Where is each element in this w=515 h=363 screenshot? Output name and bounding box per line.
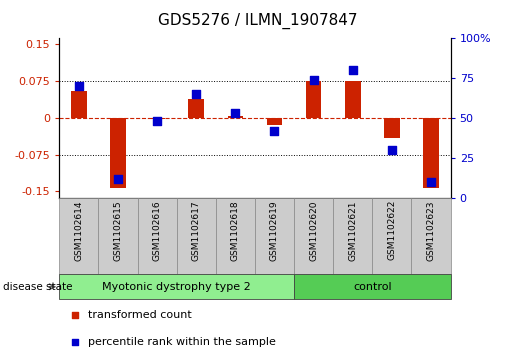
Point	[75, 83, 83, 89]
Point	[310, 77, 318, 82]
Text: GSM1102614: GSM1102614	[74, 200, 83, 261]
Text: GSM1102616: GSM1102616	[152, 200, 162, 261]
Bar	[188, 99, 204, 118]
Bar	[294, 198, 333, 274]
Point	[270, 128, 279, 134]
Bar	[149, 118, 165, 119]
Bar	[71, 91, 87, 118]
Text: disease state: disease state	[3, 282, 72, 292]
Bar	[345, 81, 360, 118]
Bar	[267, 118, 282, 125]
Text: GSM1102623: GSM1102623	[426, 200, 436, 261]
Bar	[255, 198, 294, 274]
Bar	[333, 198, 372, 274]
Bar	[384, 118, 400, 138]
Point	[114, 176, 122, 182]
Bar	[411, 198, 451, 274]
Point	[427, 179, 435, 185]
Point	[71, 339, 79, 344]
Bar	[306, 81, 321, 118]
Text: percentile rank within the sample: percentile rank within the sample	[88, 337, 276, 347]
Text: Myotonic dystrophy type 2: Myotonic dystrophy type 2	[102, 282, 251, 292]
Text: GSM1102615: GSM1102615	[113, 200, 123, 261]
Bar	[294, 274, 451, 299]
Bar	[138, 198, 177, 274]
Bar	[59, 274, 294, 299]
Text: GSM1102617: GSM1102617	[192, 200, 201, 261]
Text: GSM1102618: GSM1102618	[231, 200, 240, 261]
Text: GSM1102620: GSM1102620	[309, 200, 318, 261]
Text: GSM1102622: GSM1102622	[387, 200, 397, 261]
Bar	[177, 198, 216, 274]
Bar	[216, 198, 255, 274]
Text: transformed count: transformed count	[88, 310, 192, 320]
Text: GSM1102619: GSM1102619	[270, 200, 279, 261]
Bar	[423, 118, 439, 188]
Point	[71, 313, 79, 318]
Point	[349, 67, 357, 73]
Bar	[372, 198, 411, 274]
Text: control: control	[353, 282, 392, 292]
Point	[388, 147, 396, 153]
Text: GDS5276 / ILMN_1907847: GDS5276 / ILMN_1907847	[158, 13, 357, 29]
Bar	[59, 198, 98, 274]
Bar	[110, 118, 126, 188]
Text: GSM1102621: GSM1102621	[348, 200, 357, 261]
Point	[231, 110, 239, 116]
Bar	[98, 198, 138, 274]
Bar	[228, 115, 243, 118]
Point	[192, 91, 200, 97]
Point	[153, 118, 161, 124]
